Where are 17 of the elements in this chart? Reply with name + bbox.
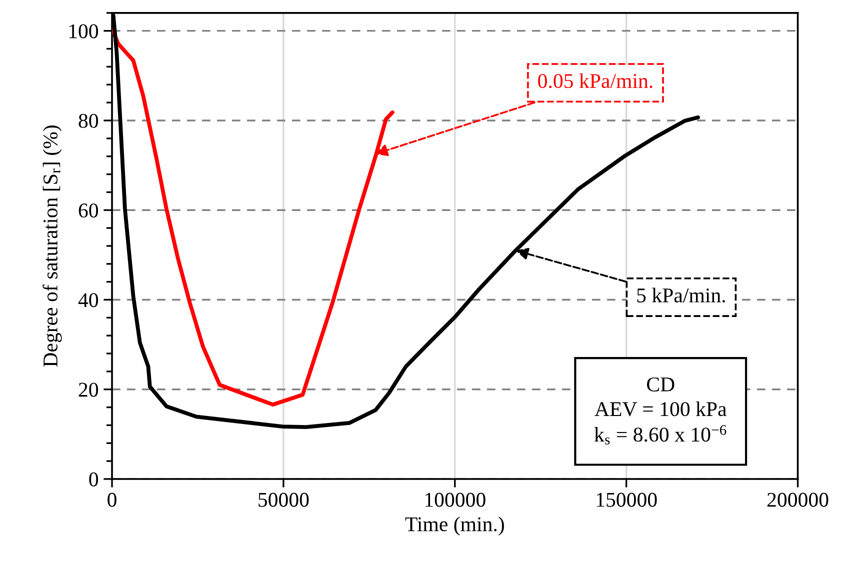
y-tick-label: 60 [78, 203, 98, 218]
annotation: 5 kPa/min. [637, 288, 725, 303]
x-tick-label: 50000 [258, 492, 309, 507]
x-tick-label: 200000 [767, 492, 828, 507]
y-axis-title: Degree of saturation [S$_{r}$] (%) [42, 126, 62, 367]
annotation: 0.05 kPa/min. [538, 73, 652, 88]
x-axis-title: Time (min.) [405, 516, 504, 536]
y-tick-label: 40 [78, 293, 98, 308]
y-tick-label: 20 [78, 382, 98, 397]
x-tick-label: 150000 [596, 492, 657, 507]
line-series [112, 28, 394, 407]
y-tick-label: 0 [89, 472, 98, 486]
y-tick-label: 80 [78, 114, 98, 128]
x-tick-label: 100000 [425, 492, 486, 507]
y-tick-label: 100 [69, 24, 98, 38]
annotation: CD AEV = 100 kPa k$_{s}$ = 8.60 x 10$^{−6}$ [594, 377, 727, 444]
x-tick-label: 0 [108, 492, 116, 507]
